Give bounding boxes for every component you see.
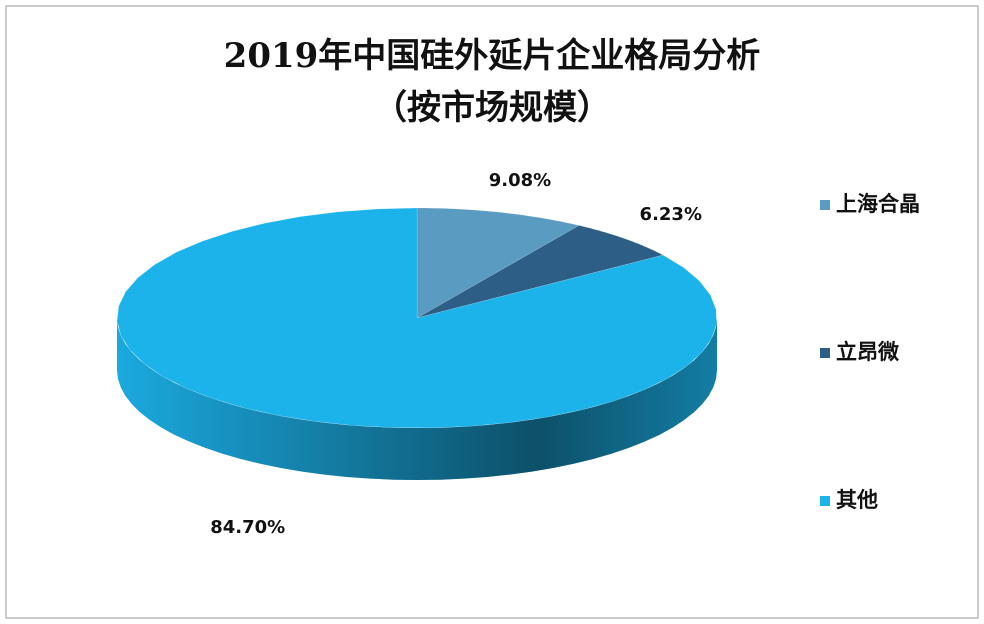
legend-swatch bbox=[820, 348, 830, 358]
slice bbox=[416, 207, 580, 319]
legend-label: 立昂微 bbox=[836, 340, 900, 364]
slice bbox=[416, 225, 664, 319]
data-label: 6.23% bbox=[640, 204, 702, 225]
data-label: 84.70% bbox=[210, 517, 285, 538]
slice-side-shade bbox=[117, 318, 717, 480]
chart-subtitle: （按市场规模） bbox=[373, 88, 611, 128]
legend-swatch bbox=[820, 496, 830, 506]
legend-label: 其他 bbox=[836, 488, 878, 512]
legend-swatch bbox=[820, 200, 830, 210]
legend-label: 上海合晶 bbox=[836, 192, 920, 216]
pie: 9.08% 6.23% 84.70% bbox=[116, 170, 717, 538]
chart-title: 2019年中国硅外延片企业格局分析 bbox=[224, 36, 761, 76]
slice bbox=[116, 207, 717, 429]
data-label: 9.08% bbox=[489, 170, 551, 191]
